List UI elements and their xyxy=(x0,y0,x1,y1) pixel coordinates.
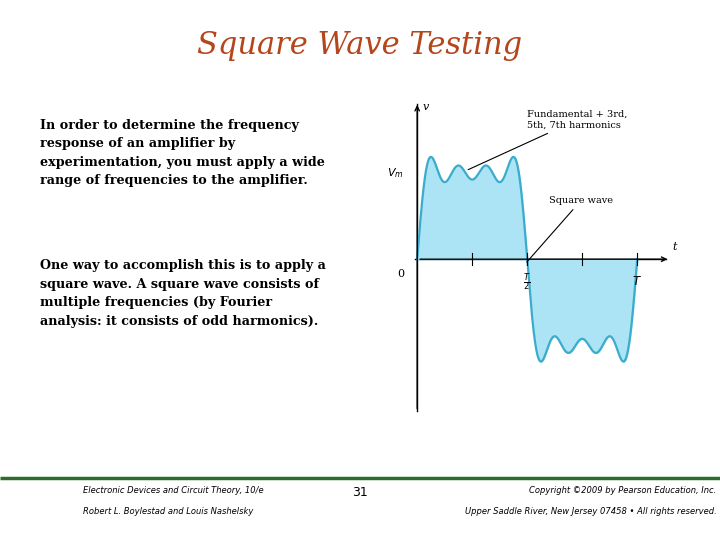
Text: Robert L. Boylestad and Louis Nashelsky: Robert L. Boylestad and Louis Nashelsky xyxy=(83,507,253,516)
Text: 0: 0 xyxy=(397,269,404,279)
Text: $\frac{T}{2}$: $\frac{T}{2}$ xyxy=(523,271,531,293)
Text: One way to accomplish this is to apply a
square wave. A square wave consists of
: One way to accomplish this is to apply a… xyxy=(40,259,325,328)
Text: Upper Saddle River, New Jersey 07458 • All rights reserved.: Upper Saddle River, New Jersey 07458 • A… xyxy=(464,507,716,516)
Text: PEARSON: PEARSON xyxy=(19,498,60,507)
Text: Copyright ©2009 by Pearson Education, Inc.: Copyright ©2009 by Pearson Education, In… xyxy=(529,486,716,495)
Text: Electronic Devices and Circuit Theory, 10/e: Electronic Devices and Circuit Theory, 1… xyxy=(83,486,264,495)
Text: $T$: $T$ xyxy=(632,275,642,288)
Text: Fundamental + 3rd,
5th, 7th harmonics: Fundamental + 3rd, 5th, 7th harmonics xyxy=(468,110,628,170)
Text: t: t xyxy=(672,242,677,252)
Text: In order to determine the frequency
response of an amplifier by
experimentation,: In order to determine the frequency resp… xyxy=(40,119,325,187)
Text: Square wave: Square wave xyxy=(527,196,613,262)
Text: Square Wave Testing: Square Wave Testing xyxy=(197,30,523,60)
Text: v: v xyxy=(423,102,429,112)
Text: $V_m$: $V_m$ xyxy=(387,166,404,180)
Text: 31: 31 xyxy=(352,486,368,499)
